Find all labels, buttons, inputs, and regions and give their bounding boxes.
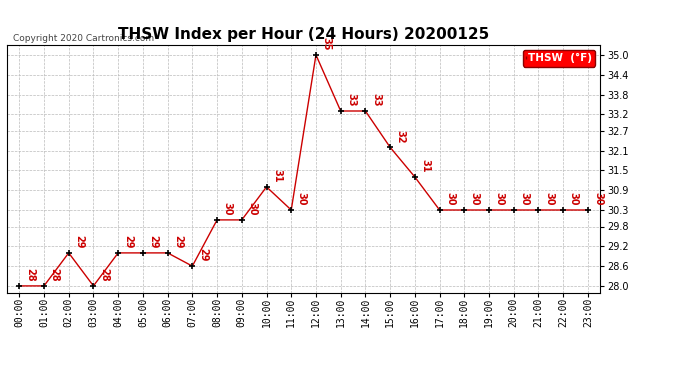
Text: 30: 30	[223, 202, 233, 216]
Text: Copyright 2020 Cartronics.com: Copyright 2020 Cartronics.com	[13, 33, 154, 42]
Text: 29: 29	[148, 235, 159, 249]
Text: 30: 30	[520, 192, 529, 206]
Text: 30: 30	[247, 202, 257, 216]
Text: 30: 30	[297, 192, 307, 206]
Text: 30: 30	[544, 192, 554, 206]
Text: 29: 29	[124, 235, 134, 249]
Text: 30: 30	[445, 192, 455, 206]
Text: 32: 32	[395, 130, 406, 143]
Legend: THSW  (°F): THSW (°F)	[523, 50, 595, 66]
Text: 33: 33	[346, 93, 356, 107]
Text: 28: 28	[50, 268, 59, 282]
Text: 30: 30	[495, 192, 504, 206]
Text: 28: 28	[99, 268, 109, 282]
Text: 33: 33	[371, 93, 381, 107]
Text: 31: 31	[420, 159, 431, 173]
Text: 31: 31	[272, 169, 282, 183]
Text: 29: 29	[75, 235, 84, 249]
Text: 29: 29	[198, 248, 208, 262]
Text: 29: 29	[173, 235, 183, 249]
Text: 28: 28	[25, 268, 34, 282]
Text: 30: 30	[593, 192, 604, 206]
Text: 30: 30	[470, 192, 480, 206]
Text: 35: 35	[322, 37, 331, 51]
Text: 30: 30	[569, 192, 579, 206]
Title: THSW Index per Hour (24 Hours) 20200125: THSW Index per Hour (24 Hours) 20200125	[118, 27, 489, 42]
